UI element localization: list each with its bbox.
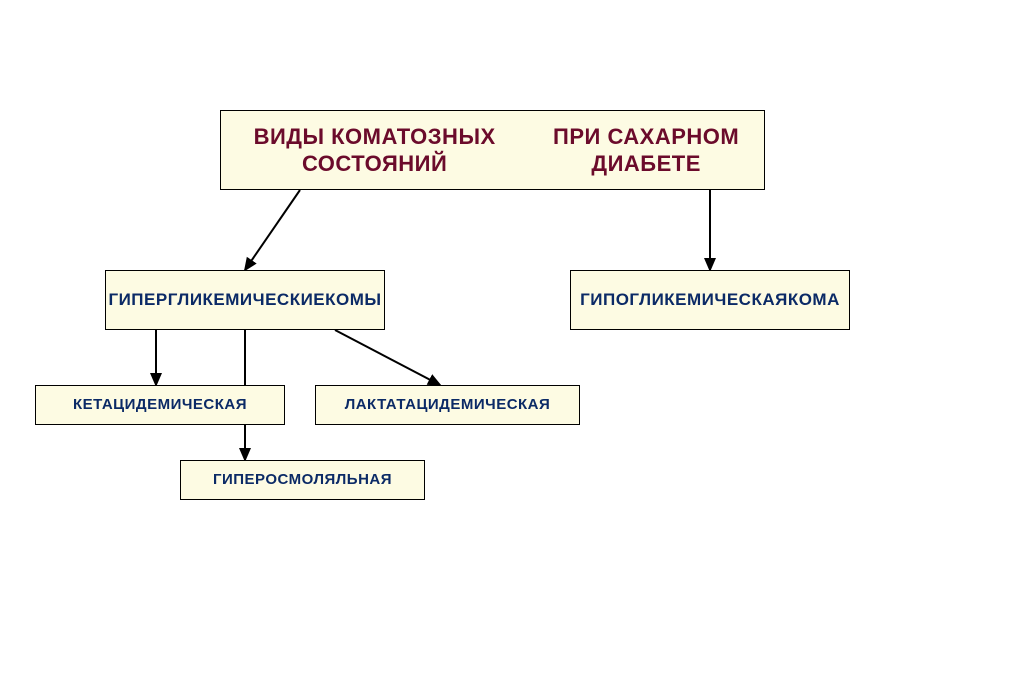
- node-hypoglycemic: ГИПОГЛИКЕМИЧЕСКАЯКОМА: [570, 270, 850, 330]
- node-hyperosmolar: ГИПЕРОСМОЛЯЛЬНАЯ: [180, 460, 425, 500]
- node-text-line: ВИДЫ КОМАТОЗНЫХ СОСТОЯНИЙ: [221, 123, 528, 178]
- diagram-canvas: ВИДЫ КОМАТОЗНЫХ СОСТОЯНИЙПРИ САХАРНОМ ДИ…: [0, 0, 1024, 681]
- node-text-line: КЕТАЦИДЕМИЧЕСКАЯ: [73, 396, 247, 415]
- node-text-line: ГИПЕРОСМОЛЯЛЬНАЯ: [213, 471, 392, 490]
- node-text-line: ГИПОГЛИКЕМИЧЕСКАЯ: [580, 289, 788, 310]
- node-ketoacidemic: КЕТАЦИДЕМИЧЕСКАЯ: [35, 385, 285, 425]
- node-root: ВИДЫ КОМАТОЗНЫХ СОСТОЯНИЙПРИ САХАРНОМ ДИ…: [220, 110, 765, 190]
- node-text-line: ГИПЕРГЛИКЕМИЧЕСКИЕ: [108, 289, 325, 310]
- node-lactatacidemic: ЛАКТАТАЦИДЕМИЧЕСКАЯ: [315, 385, 580, 425]
- node-text-line: ЛАКТАТАЦИДЕМИЧЕСКАЯ: [345, 396, 551, 415]
- node-text-line: КОМА: [788, 289, 840, 310]
- edge-arrow: [245, 190, 300, 270]
- node-text-line: ПРИ САХАРНОМ ДИАБЕТЕ: [528, 123, 764, 178]
- edge-arrow: [335, 330, 440, 385]
- edges-layer: [0, 0, 1024, 681]
- node-text-line: КОМЫ: [325, 289, 381, 310]
- node-hyperglycemic: ГИПЕРГЛИКЕМИЧЕСКИЕКОМЫ: [105, 270, 385, 330]
